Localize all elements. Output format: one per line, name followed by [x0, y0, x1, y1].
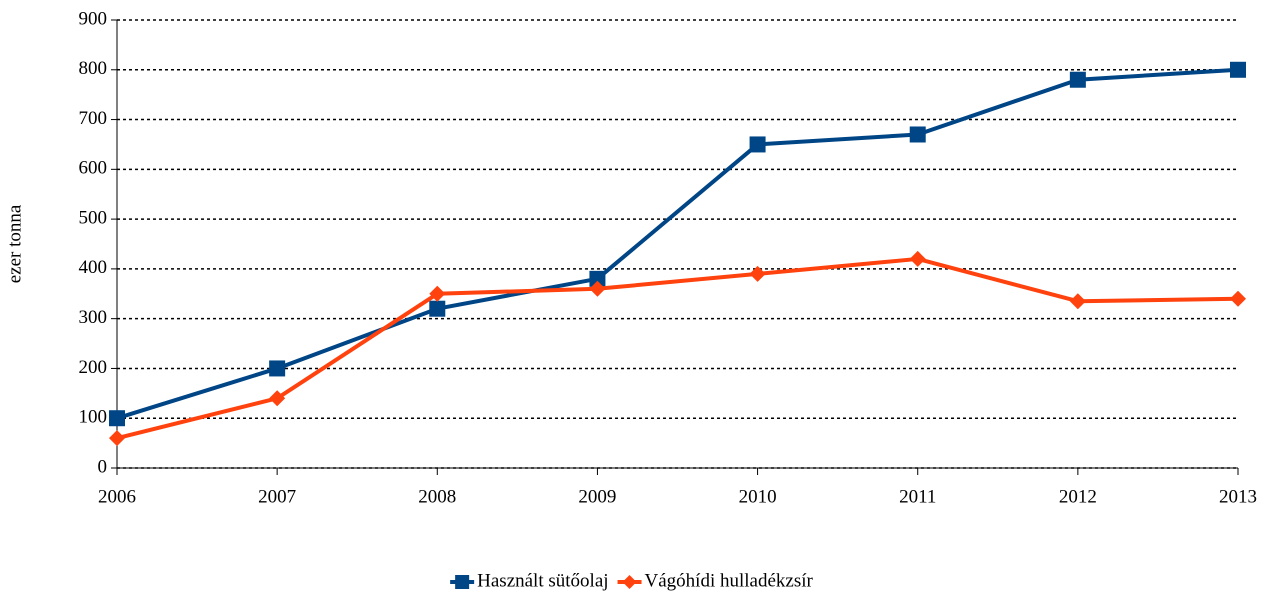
x-tick-label: 2012 — [1059, 486, 1097, 507]
y-tick-label: 0 — [98, 456, 108, 477]
y-tick-label: 400 — [79, 257, 108, 278]
y-tick-label: 300 — [79, 307, 108, 328]
x-tick-label: 2006 — [98, 486, 136, 507]
marker — [1069, 71, 1086, 88]
y-tick-label: 600 — [79, 158, 108, 179]
marker — [269, 390, 286, 407]
y-tick-label: 200 — [79, 357, 108, 378]
x-tick-label: 2008 — [418, 486, 456, 507]
marker — [1230, 290, 1246, 307]
marker — [1069, 293, 1086, 310]
marker — [749, 265, 766, 282]
x-tick-label: 2010 — [739, 486, 777, 507]
marker — [109, 410, 125, 427]
marker — [749, 136, 766, 153]
marker — [1230, 61, 1246, 78]
legend-label: Vágóhídi hulladékzsír — [645, 570, 814, 591]
y-tick-label: 100 — [79, 407, 108, 428]
y-tick-label: 800 — [79, 58, 108, 79]
x-tick-label: 2011 — [899, 486, 936, 507]
y-tick-label: 500 — [79, 207, 108, 228]
legend-marker — [455, 575, 470, 589]
x-tick-label: 2009 — [578, 486, 616, 507]
series-line — [116, 256, 1239, 441]
marker — [909, 250, 926, 267]
y-tick-label: 900 — [79, 8, 108, 29]
marker — [109, 430, 125, 447]
marker — [429, 300, 446, 317]
marker — [589, 280, 606, 297]
y-axis-label: ezer tonna — [4, 204, 25, 283]
marker — [429, 285, 446, 302]
series-line — [116, 67, 1239, 421]
x-tick-label: 2013 — [1219, 486, 1257, 507]
y-tick-label: 700 — [79, 108, 108, 129]
x-tick-label: 2007 — [258, 486, 296, 507]
marker — [909, 126, 926, 143]
legend-marker — [622, 575, 637, 589]
legend-label: Használt sütőolaj — [477, 570, 608, 591]
marker — [269, 360, 286, 377]
marker — [589, 270, 606, 287]
